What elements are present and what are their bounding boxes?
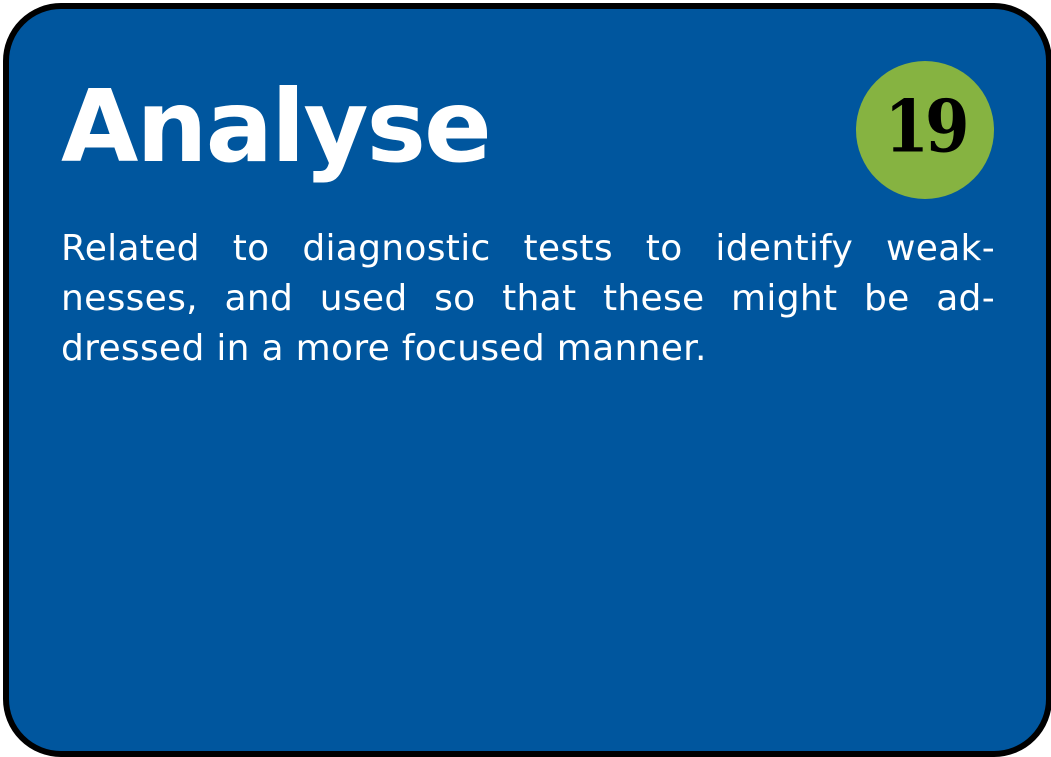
description-line: nesses, and used so that these might be … [61,278,995,319]
card-number: 19 [884,85,969,170]
description-line: dressed in a more focused manner. [61,328,707,369]
card: Analyse 19 Related to diagnostic tests t… [3,3,1051,757]
card-title: Analyse [61,68,492,185]
card-description: Related to diagnostic tests to identify … [61,224,995,374]
description-line: Related to diagnostic tests to identify … [61,228,995,269]
number-badge: 19 [856,61,994,199]
